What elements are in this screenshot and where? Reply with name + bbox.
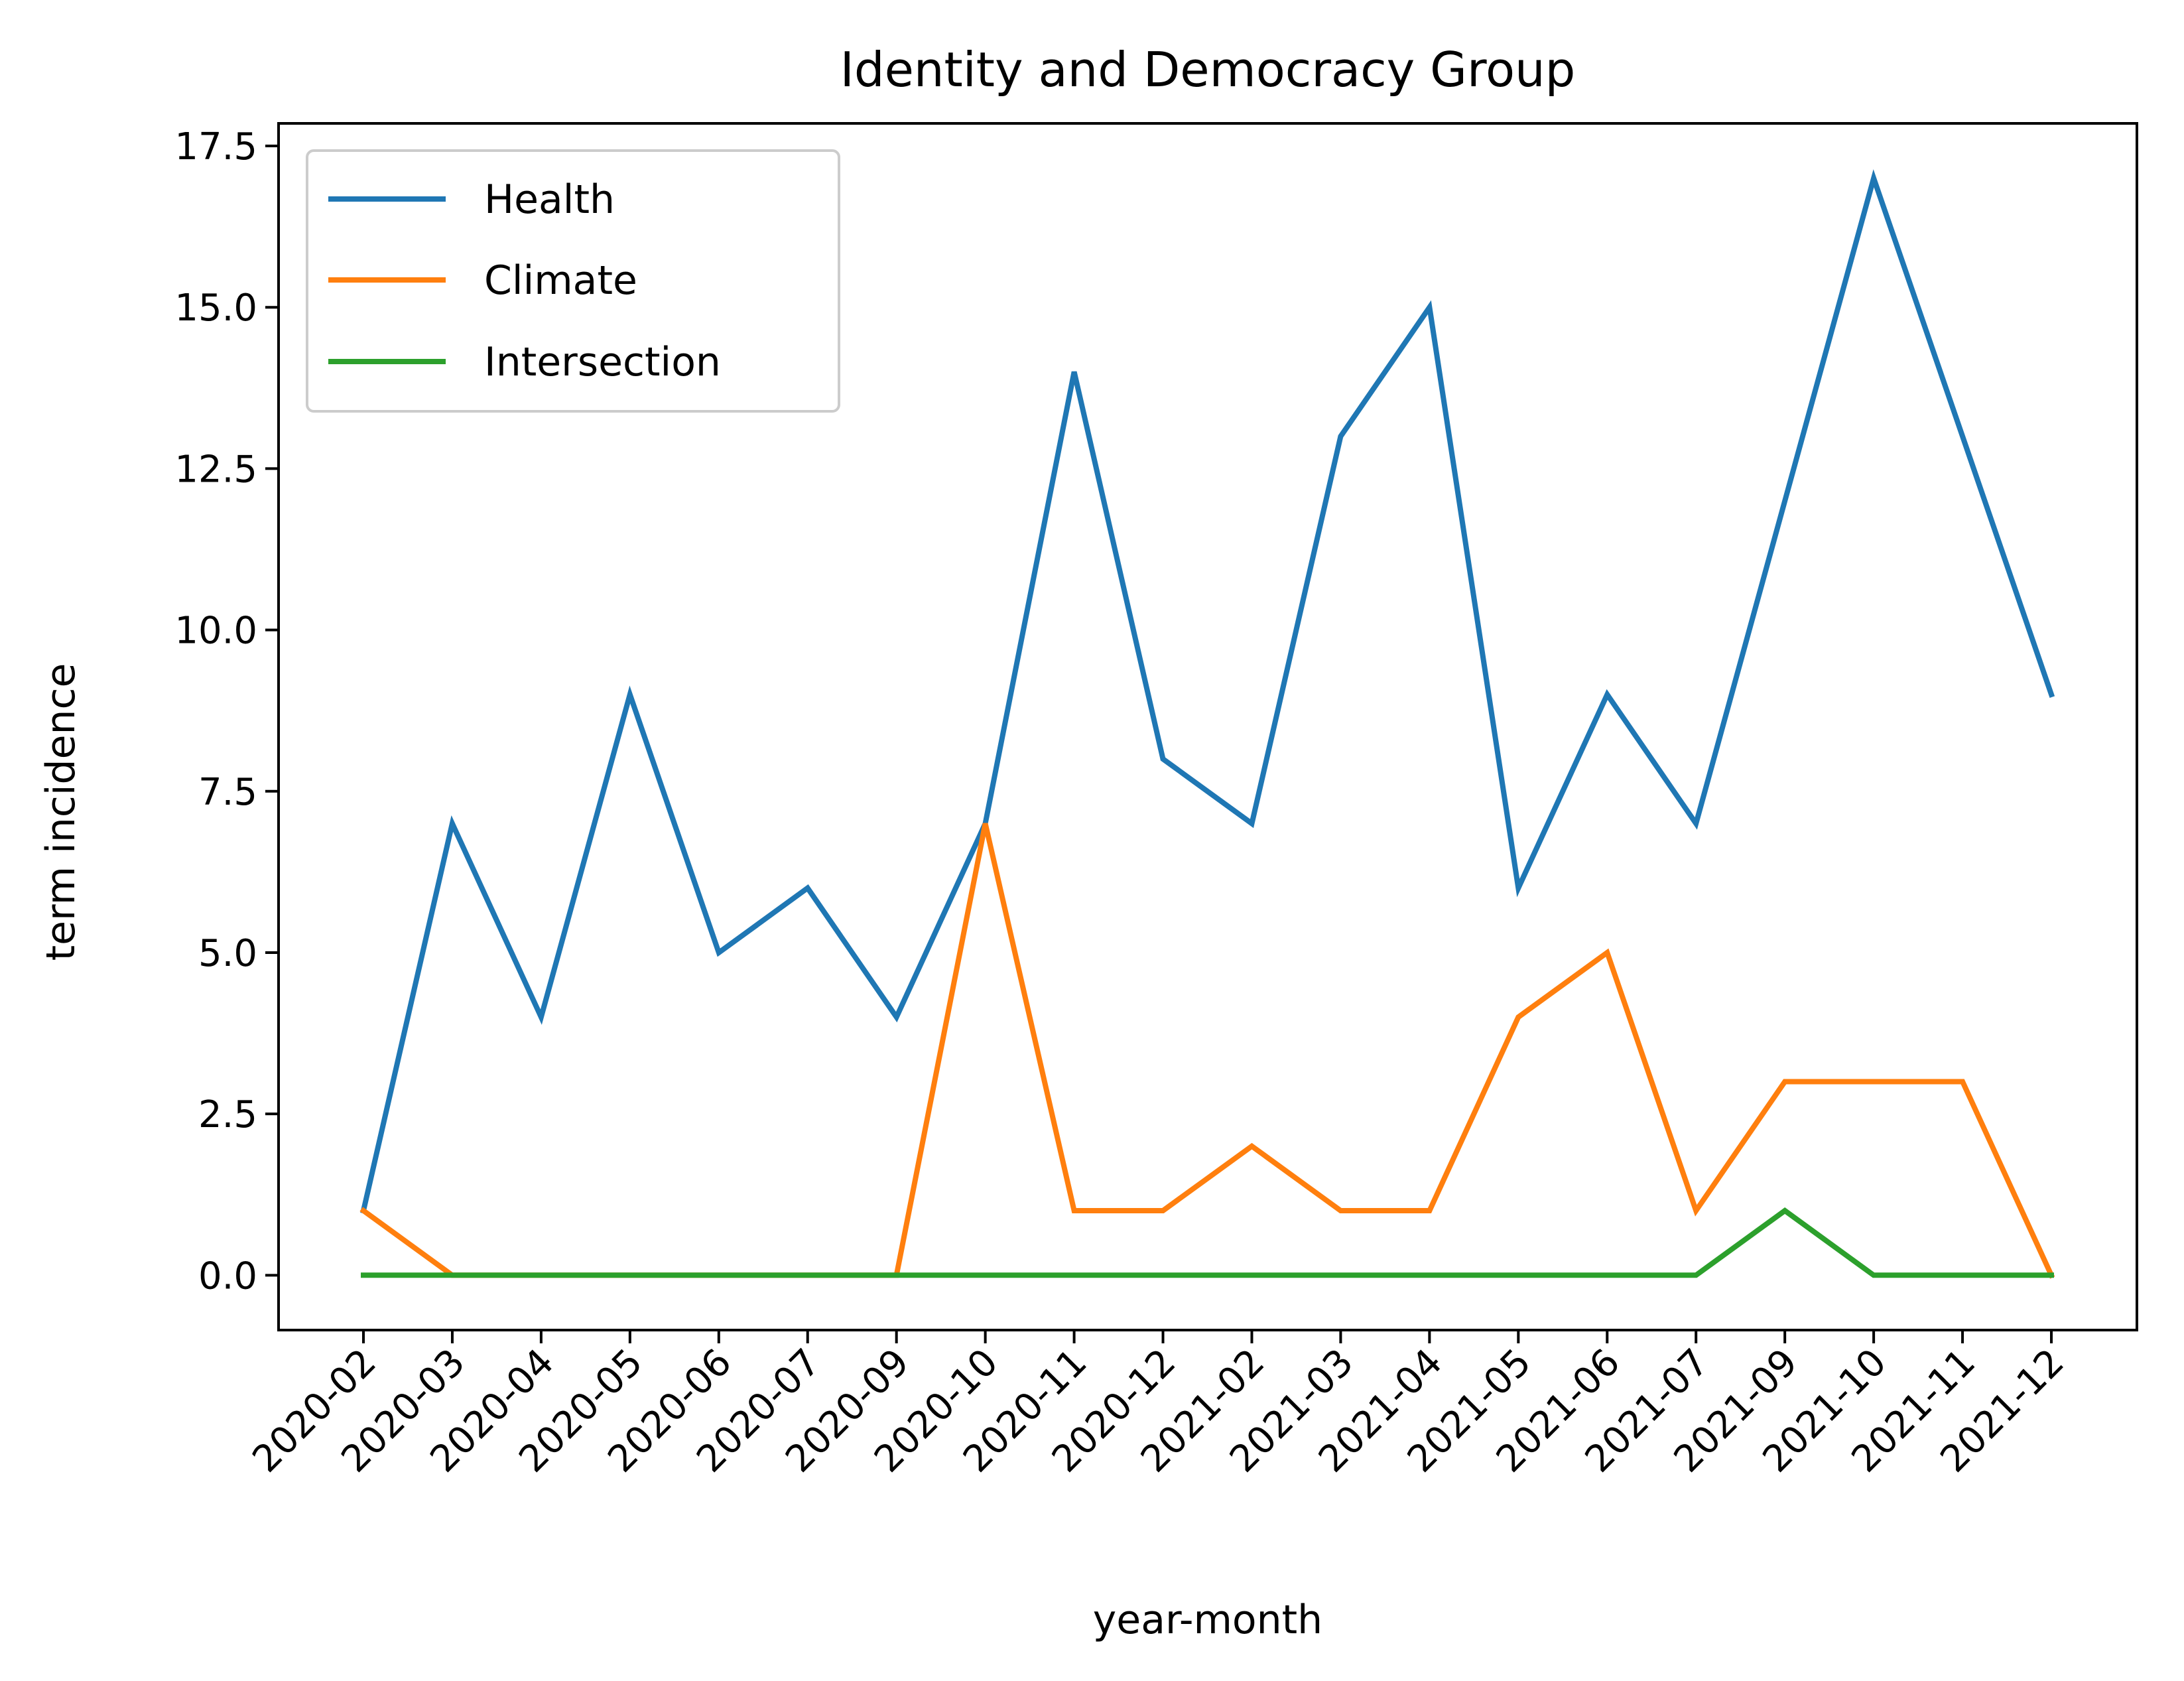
y-tick-label: 10.0 — [174, 610, 257, 653]
y-tick-label: 7.5 — [198, 771, 257, 814]
legend-label-climate: Climate — [484, 257, 637, 304]
y-tick-label: 17.5 — [174, 125, 257, 168]
y-tick-label: 5.0 — [198, 932, 257, 975]
legend-label-intersection: Intersection — [484, 339, 721, 385]
chart-title: Identity and Democracy Group — [840, 42, 1576, 98]
y-tick-label: 0.0 — [198, 1254, 257, 1298]
legend-label-health: Health — [484, 176, 615, 223]
y-axis-title: term incidence — [38, 663, 84, 961]
axes-frame — [277, 122, 2138, 1331]
series-line-intersection — [361, 1207, 2054, 1278]
x-axis-title: year-month — [1093, 1597, 1322, 1643]
series-line-health — [360, 169, 2055, 1214]
legend: Health Climate Intersection — [306, 149, 840, 413]
legend-box — [306, 149, 840, 413]
y-tick-label: 2.5 — [198, 1093, 257, 1136]
plot-area — [359, 169, 2055, 1279]
y-tick-label: 15.0 — [174, 287, 257, 330]
y-tick-label: 12.5 — [174, 448, 257, 491]
